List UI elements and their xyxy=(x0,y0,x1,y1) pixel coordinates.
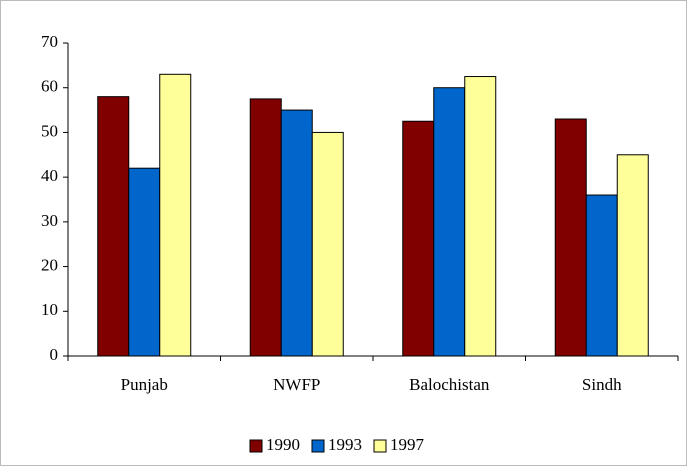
legend-swatch xyxy=(249,439,263,453)
legend-label: 1997 xyxy=(390,435,425,454)
y-tick-label: 50 xyxy=(41,121,58,140)
legend-label: 1990 xyxy=(266,435,300,454)
x-tick-label: Sindh xyxy=(582,375,622,394)
x-tick-label: NWFP xyxy=(273,375,320,394)
y-tick-label: 20 xyxy=(41,255,58,274)
x-tick-label: Balochistan xyxy=(409,375,490,394)
legend-swatch xyxy=(311,439,325,453)
legend-swatch xyxy=(373,439,387,453)
y-tick-label: 0 xyxy=(50,345,59,364)
bar xyxy=(464,76,497,357)
bar xyxy=(616,154,649,357)
bar xyxy=(585,194,618,357)
bar xyxy=(280,109,313,357)
y-tick-label: 10 xyxy=(41,300,58,319)
y-tick-label: 60 xyxy=(41,77,58,96)
bar xyxy=(97,96,130,357)
x-tick-label: Punjab xyxy=(121,375,168,394)
bar xyxy=(311,131,344,357)
bar xyxy=(128,167,161,357)
bar xyxy=(554,118,587,357)
bar xyxy=(433,87,466,357)
legend-label: 1993 xyxy=(328,435,362,454)
bar xyxy=(249,98,282,357)
bar xyxy=(402,120,435,357)
bar xyxy=(159,73,192,357)
y-tick-label: 30 xyxy=(41,211,58,230)
y-tick-label: 40 xyxy=(41,166,58,185)
y-tick-label: 70 xyxy=(41,32,58,51)
